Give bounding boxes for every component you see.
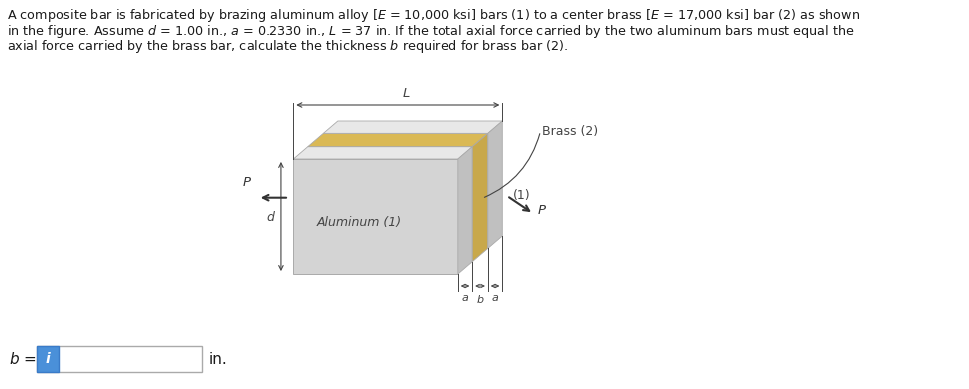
Text: $\it{b}$: $\it{b}$ bbox=[476, 293, 484, 305]
FancyBboxPatch shape bbox=[37, 346, 202, 372]
Text: Brass (2): Brass (2) bbox=[542, 124, 598, 137]
Polygon shape bbox=[472, 133, 487, 262]
Polygon shape bbox=[307, 133, 487, 147]
Text: i: i bbox=[46, 352, 50, 366]
Text: axial force carried by the brass bar, calculate the thickness $\it{b}$ required : axial force carried by the brass bar, ca… bbox=[7, 38, 568, 55]
Polygon shape bbox=[323, 121, 502, 133]
Text: $\it{b}$ =: $\it{b}$ = bbox=[9, 351, 37, 367]
Text: in the figure. Assume $\it{d}$ = 1.00 in., $\it{a}$ = 0.2330 in., $\it{L}$ = 37 : in the figure. Assume $\it{d}$ = 1.00 in… bbox=[7, 23, 854, 40]
Text: $\it{a}$: $\it{a}$ bbox=[490, 293, 499, 303]
Polygon shape bbox=[293, 147, 472, 159]
Text: in.: in. bbox=[208, 352, 228, 366]
FancyBboxPatch shape bbox=[37, 346, 58, 372]
Polygon shape bbox=[487, 121, 502, 248]
Text: $\it{P}$: $\it{P}$ bbox=[242, 176, 252, 189]
Text: $\it{P}$: $\it{P}$ bbox=[537, 204, 547, 217]
Polygon shape bbox=[293, 159, 457, 274]
Text: $\it{L}$: $\it{L}$ bbox=[402, 87, 411, 100]
Polygon shape bbox=[457, 147, 472, 274]
Text: A composite bar is fabricated by brazing aluminum alloy [$\it{E}$ = 10,000 ksi] : A composite bar is fabricated by brazing… bbox=[7, 7, 860, 24]
Text: Aluminum (1): Aluminum (1) bbox=[316, 216, 401, 229]
Text: $\it{a}$: $\it{a}$ bbox=[460, 293, 469, 303]
Text: (1): (1) bbox=[513, 189, 530, 202]
Text: $\it{d}$: $\it{d}$ bbox=[266, 210, 275, 224]
